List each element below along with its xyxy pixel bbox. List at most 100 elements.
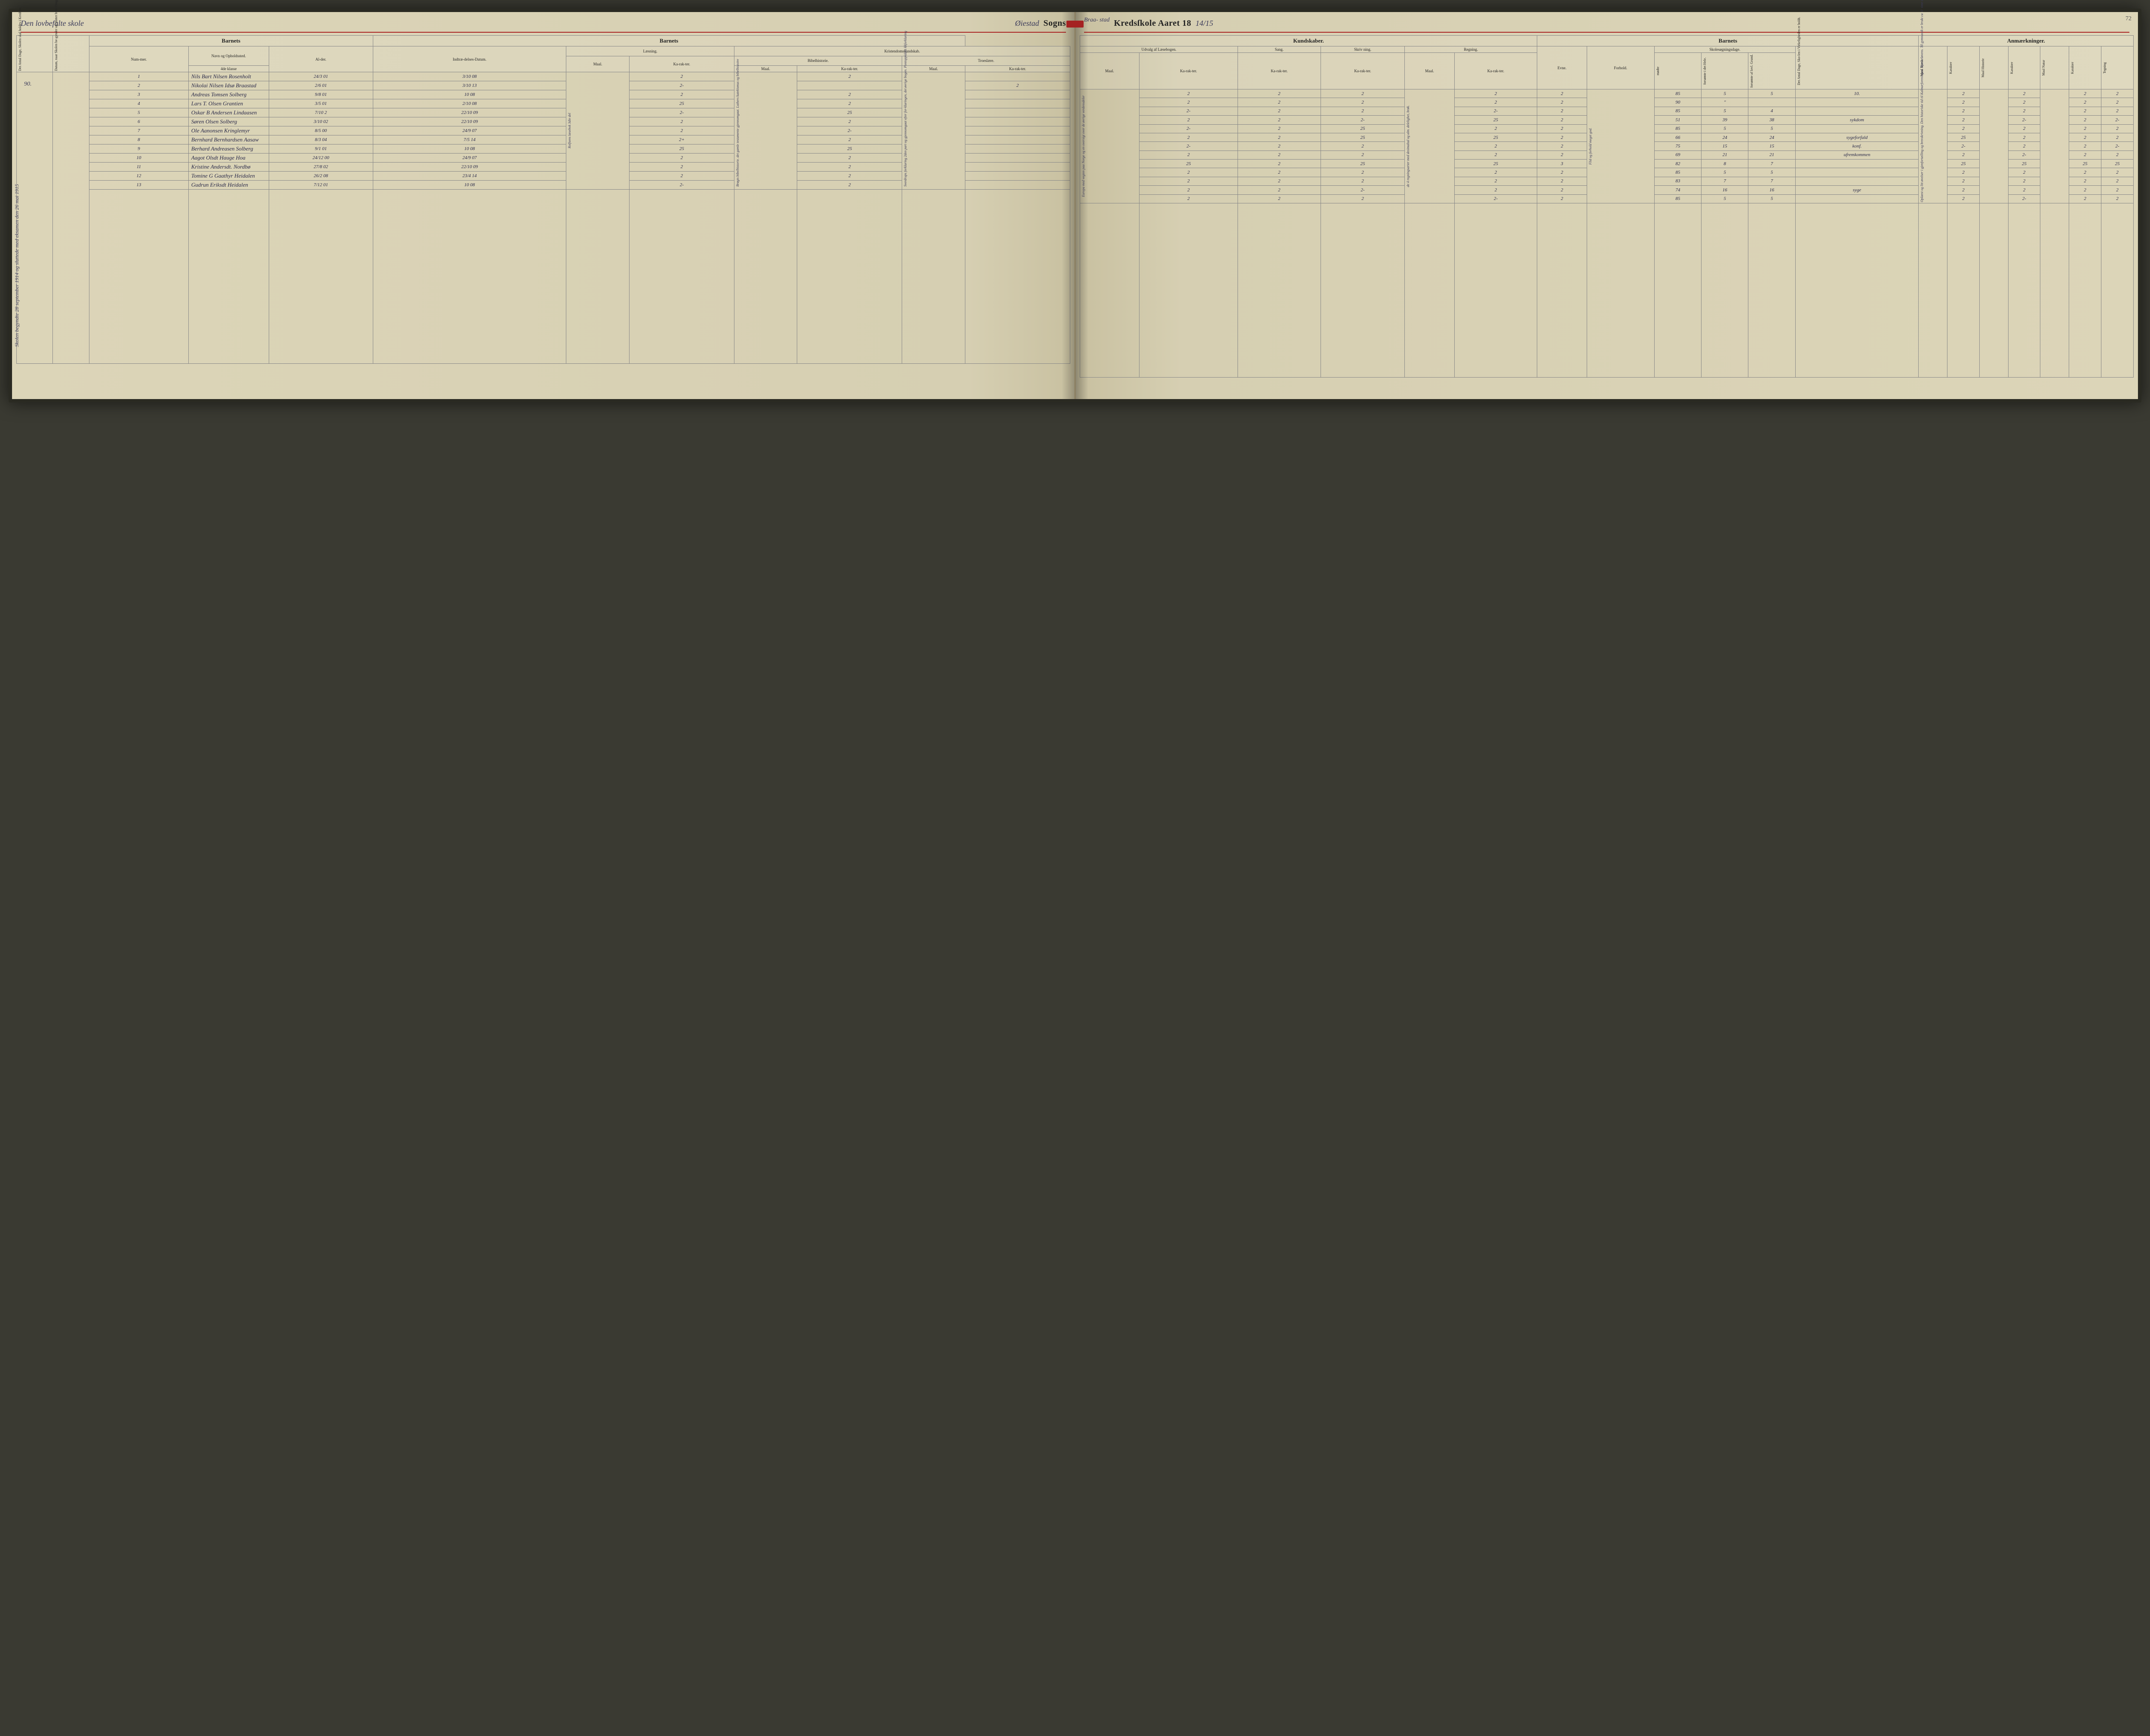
cell (1405, 203, 1454, 378)
cell (1979, 203, 2008, 378)
cell: 2 (629, 90, 734, 99)
cell (566, 190, 629, 364)
cell: 10. (1795, 89, 1919, 98)
hdr-vert-datum: Datum, naar Skolen be-gynder og slutter … (54, 37, 58, 71)
cell: Bernhard Bernhardsen Aasaw (188, 135, 269, 144)
cell: 2 (1537, 89, 1587, 98)
cell: 25 (1454, 160, 1537, 168)
red-rule-right (1084, 32, 2129, 33)
cell: 2 (1238, 142, 1321, 151)
cell: 25 (629, 144, 734, 154)
cell (89, 190, 188, 364)
cell: 11 (89, 163, 188, 172)
cell: 2 (2069, 89, 2101, 98)
cell: Nils Bart Nilsen Rosenholt (188, 72, 269, 81)
cell: 2 (1139, 133, 1238, 141)
cell: 25 (2101, 160, 2133, 168)
title-kreds: Kredsſkole Aaret 18 (1114, 18, 1192, 28)
cell: 2 (1321, 107, 1405, 115)
empty-col (17, 72, 53, 364)
cell: 2 (1238, 177, 1321, 185)
cell: 2 (2069, 133, 2101, 141)
cell: 8/3 04 (269, 135, 373, 144)
hdr-kristendom: Kristendomskundskab. (734, 46, 1070, 56)
cell: 85 (1654, 107, 1701, 115)
cell: 21 (1748, 151, 1795, 159)
cell (2040, 203, 2069, 378)
cell: 85 (1654, 89, 1701, 98)
cell: 5 (89, 108, 188, 117)
cell: 2 (1947, 124, 1980, 133)
cell: 9/8 01 (269, 90, 373, 99)
cell: 2 (2069, 177, 2101, 185)
cell (1748, 98, 1795, 107)
title-row-left: Den lovbefalte skole Øiestad Sogns (16, 18, 1070, 28)
cell: syge (1795, 186, 1919, 194)
cell: 2 (2101, 133, 2133, 141)
hdr-kar-1: Ka-rak-ter. (629, 56, 734, 72)
cell: 2 (797, 99, 902, 108)
cell: Ole Aanonsen Kringlemyr (188, 126, 269, 135)
cell: 2 (2008, 124, 2040, 133)
cell: 2 (2101, 151, 2133, 159)
cell: 2 (1238, 194, 1321, 203)
cell: 2 (1321, 98, 1405, 107)
cell: 2- (1454, 194, 1537, 203)
cell: 2/10 08 (373, 99, 566, 108)
cell: 2 (1139, 177, 1238, 185)
hdr-skolesogn: Skolesøgningsdage. (1654, 46, 1795, 53)
cell: 2 (1238, 186, 1321, 194)
cell: 2 (1139, 168, 1238, 177)
cell (1080, 203, 1140, 378)
cell: 2 (2069, 186, 2101, 194)
hdr-hist-m: Maal Historie (1981, 51, 1985, 85)
cell: 75 (1654, 142, 1701, 151)
cell: 2 (1238, 160, 1321, 168)
hdr-anm: Anmærkninger. (1919, 36, 2134, 46)
cell (797, 190, 902, 364)
cell: 2 (797, 154, 902, 163)
cell: 5 (1702, 89, 1748, 98)
cell: 2 (2008, 168, 2040, 177)
cell: 10 (89, 154, 188, 163)
cell: 2 (1947, 186, 1980, 194)
cell: 2 (1238, 89, 1321, 98)
cell: 9 (89, 144, 188, 154)
cell: 2- (1139, 142, 1238, 151)
hdr-kar-r: Ka-rak-ter. (1454, 53, 1537, 89)
cell (965, 126, 1070, 135)
cell: 2 (2069, 151, 2101, 159)
page-number: 72 (2125, 15, 2132, 22)
hdr-bibel: Bibelhistorie. (734, 56, 902, 66)
cell: 24/12 00 (269, 154, 373, 163)
cell: 2 (2101, 177, 2133, 185)
cell: 2 (1238, 116, 1321, 124)
cell: 16 (1748, 186, 1795, 194)
cell: 25 (2008, 160, 2040, 168)
cell: 82 (1654, 160, 1701, 168)
cell: 2 (1947, 107, 1980, 115)
cell: 2 (629, 72, 734, 81)
cell: 2- (1454, 107, 1537, 115)
empty-filler-row (1080, 203, 2134, 378)
hdr-sang: Sang. (1238, 46, 1321, 53)
hdr-maal-u: Maal. (1080, 53, 1140, 89)
hdr-forhold: Forhold. (1587, 46, 1654, 89)
cell: 2 (1238, 151, 1321, 159)
cell: 5 (1702, 107, 1748, 115)
cell (965, 72, 1070, 81)
table-body-right: Europa med vegten paa Norge og en oversi… (1080, 89, 2134, 378)
cell: 2 (629, 126, 734, 135)
ledger-book: Skolen begyndte 28 september 1914 og slu… (9, 9, 2141, 403)
cell (629, 190, 734, 364)
cell (965, 117, 1070, 126)
cell (734, 190, 797, 364)
cell: 2 (1321, 151, 1405, 159)
cell: 2 (2008, 107, 2040, 115)
cell: Aagot Olsdt Hauge Hoa (188, 154, 269, 163)
hdr-navn: Navn og Opholdssted. (188, 46, 269, 66)
empty-col (2040, 89, 2069, 203)
cell: 22/10 09 (373, 108, 566, 117)
cell (373, 190, 566, 364)
cell: 2 (2008, 177, 2040, 185)
